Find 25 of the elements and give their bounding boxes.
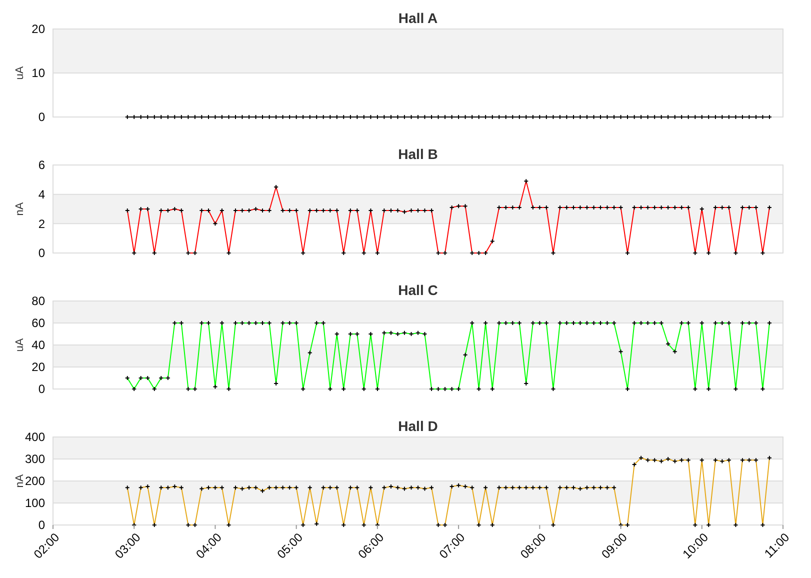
y-tick-label: 6 xyxy=(38,158,46,172)
y-axis-title: uA xyxy=(14,338,26,352)
y-axis-title: nA xyxy=(14,202,26,216)
y-tick-label: 300 xyxy=(24,452,46,466)
chart-title: Hall C xyxy=(398,282,438,298)
y-tick-label: 80 xyxy=(32,294,46,308)
chart-title: Hall A xyxy=(398,10,438,26)
y-tick-label: 20 xyxy=(32,360,46,374)
y-tick-label: 100 xyxy=(24,496,46,510)
y-tick-label: 10 xyxy=(32,66,46,80)
y-tick-label: 2 xyxy=(38,216,46,231)
y-tick-label: 4 xyxy=(38,188,46,202)
y-tick-label: 0 xyxy=(38,110,46,124)
y-tick-label: 200 xyxy=(24,474,46,488)
y-axis-title: nA xyxy=(14,474,26,488)
y-tick-label: 0 xyxy=(38,382,46,396)
y-tick-label: 20 xyxy=(32,22,46,36)
chart-title: Hall D xyxy=(398,418,438,434)
y-tick-label: 0 xyxy=(38,246,46,260)
y-tick-label: 40 xyxy=(32,338,46,352)
chart-title: Hall B xyxy=(398,146,438,162)
y-tick-label: 0 xyxy=(38,518,46,532)
y-tick-label: 400 xyxy=(24,430,46,444)
y-tick-label: 60 xyxy=(32,316,46,330)
y-axis-title: uA xyxy=(14,66,26,80)
